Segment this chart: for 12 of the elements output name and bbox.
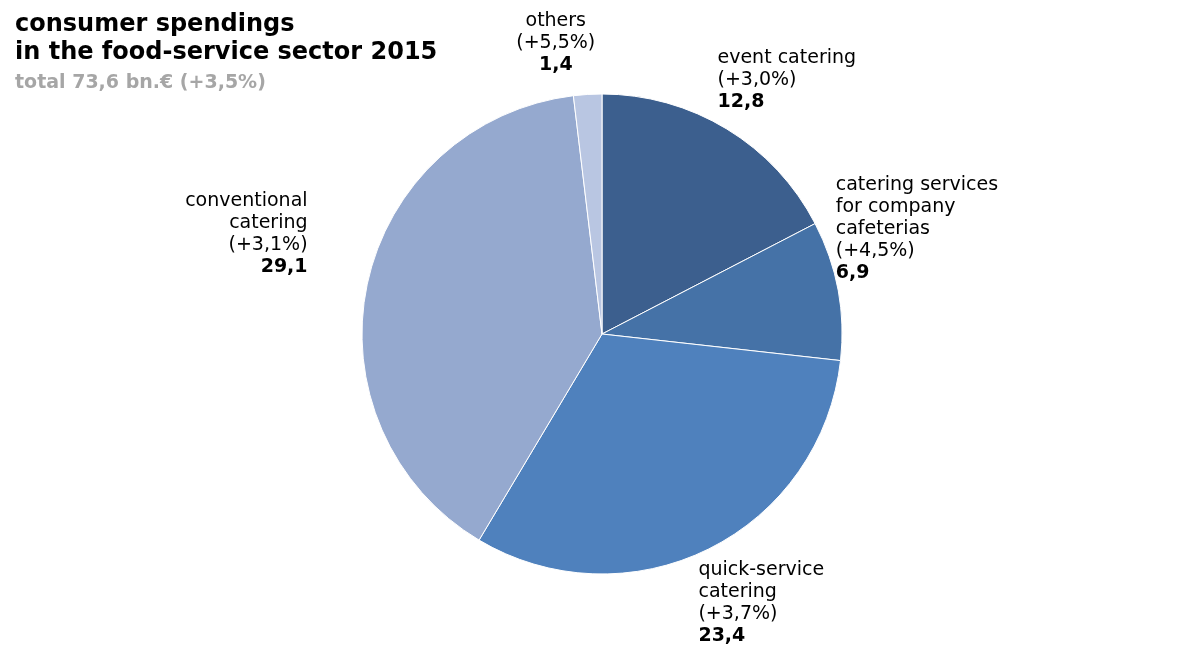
slice-label: quick-service catering (+3,7%) <box>698 557 825 624</box>
data-label: 29,1 <box>260 254 308 277</box>
text: total 73,6 bn.€ (+3,5%) <box>15 70 266 92</box>
data-label: 12,8 <box>717 89 765 112</box>
slice-label: event catering (+3,0%) <box>717 45 857 90</box>
data-label: 23,4 <box>698 623 746 646</box>
slice-label: others (+5,5%) <box>516 8 596 53</box>
data-label: 1,4 <box>538 52 573 75</box>
text: consumer spendings in the food-service sector 2015 <box>15 9 438 65</box>
slice-label: catering services for company cafeterias (+4,5%) <box>835 172 999 261</box>
slice-label: conventional catering (+3,1%) <box>185 188 308 255</box>
data-label: 6,9 <box>835 260 870 283</box>
